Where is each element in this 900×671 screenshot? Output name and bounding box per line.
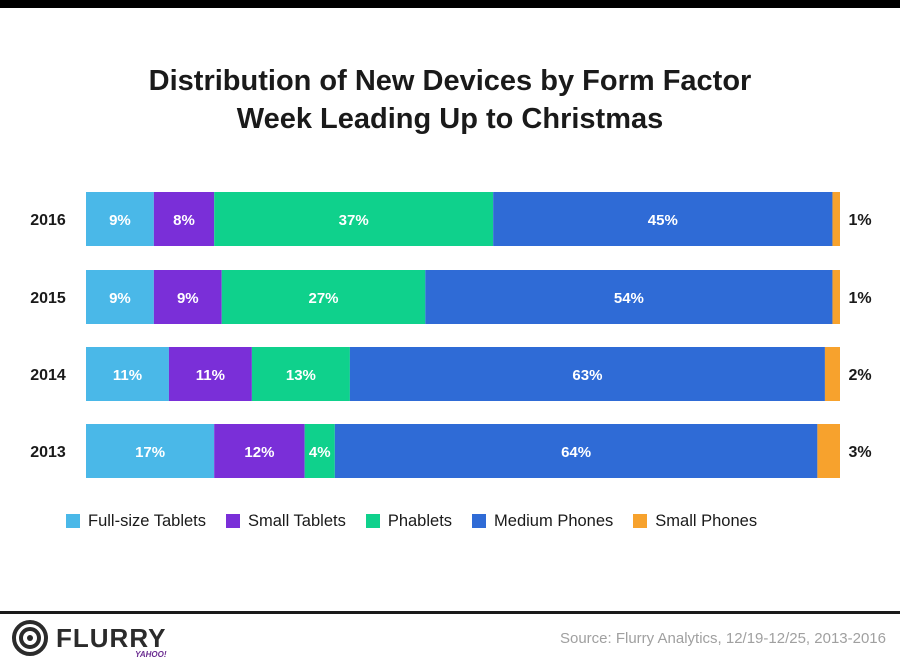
data-label-2016-phablets: 37% [339,212,369,229]
data-label-2013-small-tablets: 12% [244,444,274,461]
bar-2013-small-tablets [214,424,305,478]
data-label-2015-full-size-tablets: 9% [109,290,131,307]
legend-label: Small Tablets [248,511,346,530]
bar-2014-small-tablets [168,347,252,401]
bar-2013-small-phones [817,424,840,478]
flurry-logo: FLURRY YAHOO! [12,618,167,659]
chart-legend: Full-size Tablets Small Tablets Phablets Me… [66,506,866,536]
bar-2014-small-phones [824,347,840,401]
logo-brand-text: FLURRY [56,623,167,653]
data-label-2013-phablets: 4% [309,444,331,461]
logo-sub-text: YAHOO! [135,650,167,659]
bar-2015-medium-phones [425,270,833,324]
data-label-2016-small-tablets: 8% [173,212,195,229]
bar-2013-phablets [304,424,335,478]
bar-2016-phablets [214,192,494,246]
legend-swatch [226,514,240,528]
legend-swatch [66,514,80,528]
logo-wordmark: FLURRY YAHOO! [56,623,167,659]
chart-title: Distribution of New Devices by Form Fact… [0,62,900,138]
chart-subtitle: Week Leading Up to Christmas [236,103,664,135]
bar-2015-phablets [221,270,426,324]
data-label-2014-small-tablets: 11% [196,367,225,384]
bar-2016-small-tablets [153,192,215,246]
legend-swatch [365,514,380,528]
bar-2013-medium-phones [334,424,818,478]
data-label-2014-phablets: 13% [286,367,316,384]
category-label-2016: 2016 [30,212,66,229]
data-label-2014-small-phones: 2% [848,367,871,384]
data-label-2013-medium-phones: 64% [561,444,591,461]
data-label-2015-small-tablets: 9% [177,290,199,307]
data-label-2013-full-size-tablets: 17% [135,444,165,461]
legend-label: Medium Phones [494,511,614,530]
bar-2015-full-size-tablets [86,270,154,324]
data-label-2015-medium-phones: 54% [614,290,644,307]
chart-page: Distribution of New Devices by Form Fact… [0,8,900,671]
bar-2015-small-tablets [153,270,222,324]
legend-item-phablets: Phablets [365,511,453,531]
bar-2014-phablets [251,347,350,401]
data-label-2015-small-phones: 1% [848,290,871,307]
category-label-2013: 2013 [30,444,66,461]
data-label-2016-small-phones: 1% [848,212,871,229]
bar-2014-full-size-tablets [86,347,169,401]
legend-label: Phablets [387,511,453,530]
flurry-logo-icon [12,620,48,656]
legend-label: Full-size Tablets [88,511,206,530]
bar-2016-medium-phones [493,192,833,246]
bar-2013-full-size-tablets [86,424,215,478]
data-label-2016-full-size-tablets: 9% [109,212,131,229]
source-note: Source: Flurry Analytics, 12/19-12/25, 2… [559,630,886,647]
legend-label: Small Phones [655,511,758,530]
bar-2016-small-phones [832,192,840,246]
category-label-2015: 2015 [30,290,66,307]
legend-item-small-phones: Small Phones [633,512,757,531]
category-label-2014: 2014 [30,367,66,384]
bar-2016-full-size-tablets [86,192,154,246]
data-label-2016-medium-phones: 45% [648,212,678,229]
legend-item-small-tablets: Small Tablets [226,512,346,531]
bar-2014-medium-phones [349,347,825,401]
chart-title-line-1: Distribution of New Devices by Form Fact… [148,65,752,97]
legend-item-full-size-tablets: Full-size Tablets [66,512,206,531]
data-label-2013-small-phones: 3% [848,444,871,461]
data-label-2015-phablets: 27% [308,290,338,307]
footer-divider [0,611,900,614]
data-label-2014-medium-phones: 63% [572,367,602,384]
legend-item-medium-phones: Medium Phones [472,512,613,531]
legend-swatch [472,514,487,528]
data-label-2014-full-size-tablets: 11% [113,367,142,384]
bar-2015-small-phones [832,270,840,324]
legend-swatch [633,514,648,528]
